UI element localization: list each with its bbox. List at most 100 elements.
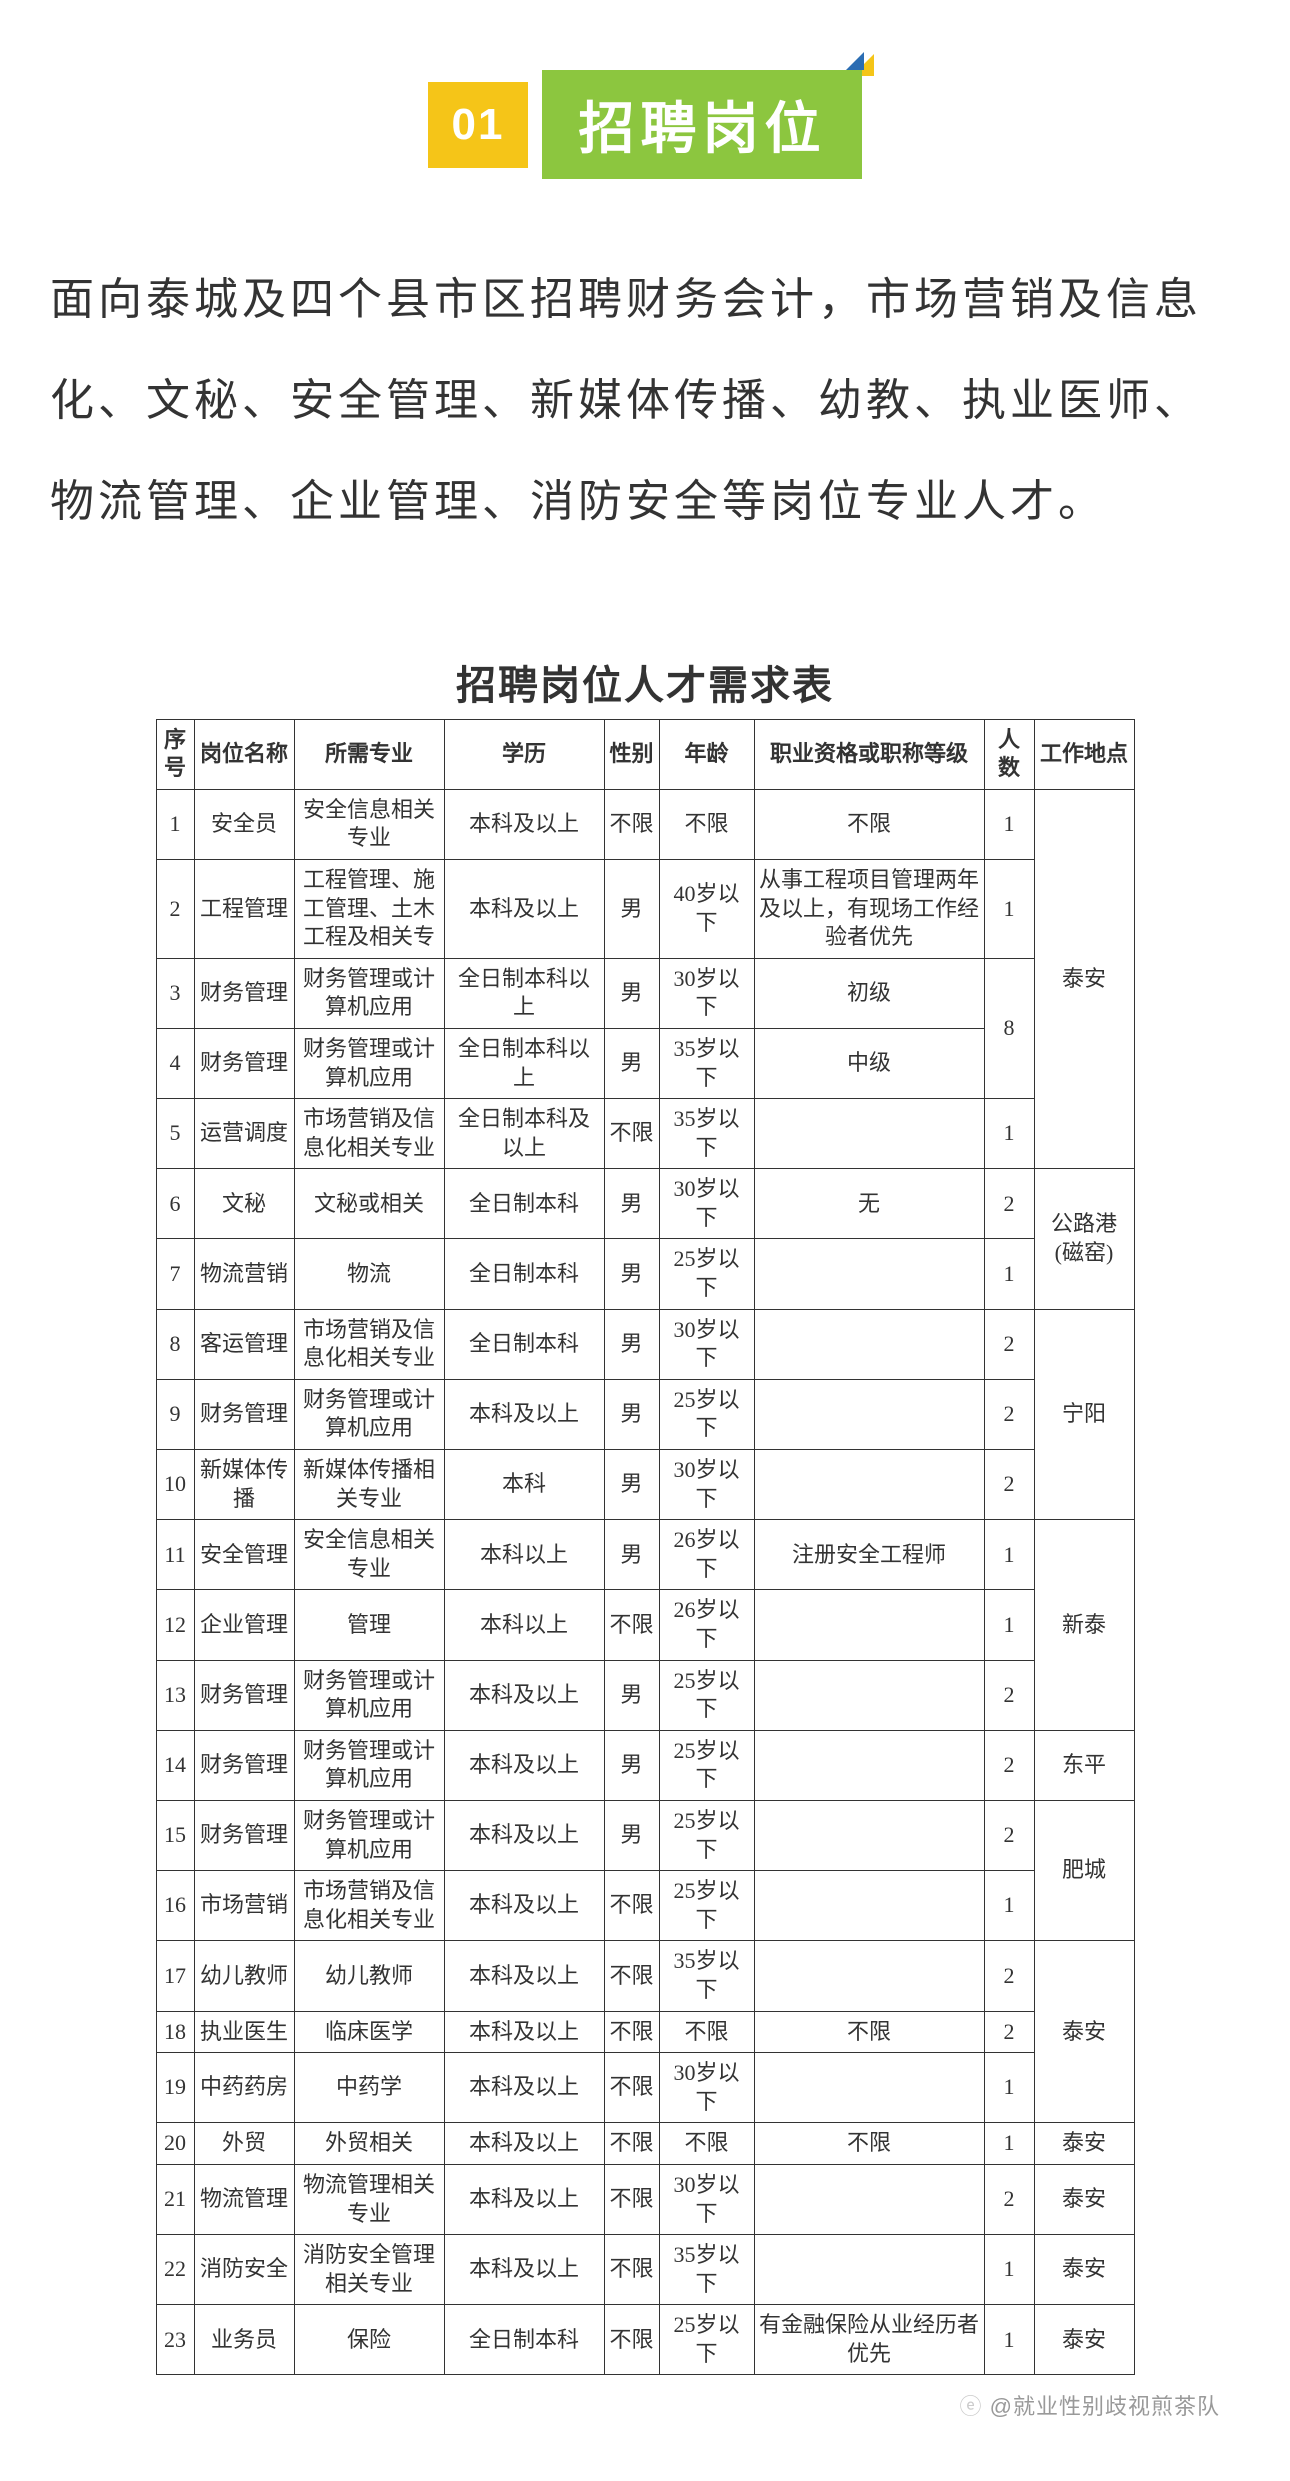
cell-qual: 不限 — [754, 2123, 984, 2165]
cell-edu: 本科及以上 — [444, 789, 604, 859]
cell-loc: 公路港(磁窑) — [1034, 1169, 1134, 1309]
cell-name: 文秘 — [194, 1169, 294, 1239]
cell-gender: 不限 — [604, 2305, 659, 2375]
cell-major: 物流管理相关专业 — [294, 2164, 444, 2234]
cell-major: 中药学 — [294, 2053, 444, 2123]
table-row: 10新媒体传播新媒体传播相关专业本科男30岁以下2 — [156, 1450, 1134, 1520]
cell-count: 8 — [984, 958, 1034, 1098]
cell-qual — [754, 2053, 984, 2123]
cell-major: 保险 — [294, 2305, 444, 2375]
cell-age: 25岁以下 — [659, 1730, 754, 1800]
table-row: 6文秘文秘或相关全日制本科男30岁以下无2公路港(磁窑) — [156, 1169, 1134, 1239]
cell-count: 2 — [984, 2011, 1034, 2053]
col-seq: 序号 — [156, 719, 194, 789]
cell-qual: 不限 — [754, 789, 984, 859]
cell-count: 2 — [984, 1660, 1034, 1730]
cell-count: 1 — [984, 1590, 1034, 1660]
cell-qual — [754, 1099, 984, 1169]
cell-major: 工程管理、施工管理、土木工程及相关专 — [294, 859, 444, 958]
cell-qual — [754, 1239, 984, 1309]
cell-age: 35岁以下 — [659, 1941, 754, 2011]
cell-edu: 本科及以上 — [444, 1800, 604, 1870]
cell-name: 财务管理 — [194, 1028, 294, 1098]
col-count: 人数 — [984, 719, 1034, 789]
cell-loc: 肥城 — [1034, 1800, 1134, 1940]
cell-name: 安全员 — [194, 789, 294, 859]
cell-age: 30岁以下 — [659, 1309, 754, 1379]
cell-qual — [754, 1450, 984, 1520]
col-edu: 学历 — [444, 719, 604, 789]
table-body: 1安全员安全信息相关专业本科及以上不限不限不限1泰安2工程管理工程管理、施工管理… — [156, 789, 1134, 2375]
cell-name: 外贸 — [194, 2123, 294, 2165]
cell-loc: 东平 — [1034, 1730, 1134, 1800]
watermark: ⓔ @就业性别歧视煎茶队 — [40, 2389, 1250, 2421]
cell-count: 2 — [984, 1169, 1034, 1239]
table-row: 14财务管理财务管理或计算机应用本科及以上男25岁以下2东平 — [156, 1730, 1134, 1800]
cell-count: 1 — [984, 2053, 1034, 2123]
cell-edu: 本科及以上 — [444, 2164, 604, 2234]
cell-age: 30岁以下 — [659, 2164, 754, 2234]
table-row: 23业务员保险全日制本科不限25岁以下有金融保险从业经历者优先1泰安 — [156, 2305, 1134, 2375]
cell-gender: 不限 — [604, 2053, 659, 2123]
cell-age: 不限 — [659, 2123, 754, 2165]
cell-qual — [754, 1941, 984, 2011]
cell-qual — [754, 1730, 984, 1800]
cell-gender: 不限 — [604, 789, 659, 859]
cell-seq: 1 — [156, 789, 194, 859]
cell-gender: 不限 — [604, 2235, 659, 2305]
cell-seq: 5 — [156, 1099, 194, 1169]
cell-qual — [754, 1871, 984, 1941]
cell-name: 财务管理 — [194, 1379, 294, 1449]
cell-major: 安全信息相关专业 — [294, 789, 444, 859]
cell-major: 临床医学 — [294, 2011, 444, 2053]
cell-seq: 20 — [156, 2123, 194, 2165]
cell-seq: 15 — [156, 1800, 194, 1870]
cell-age: 25岁以下 — [659, 1660, 754, 1730]
cell-qual — [754, 2235, 984, 2305]
cell-major: 安全信息相关专业 — [294, 1520, 444, 1590]
cell-edu: 全日制本科 — [444, 1169, 604, 1239]
cell-count: 2 — [984, 1309, 1034, 1379]
table-row: 19中药药房中药学本科及以上不限30岁以下1 — [156, 2053, 1134, 2123]
cell-major: 财务管理或计算机应用 — [294, 1379, 444, 1449]
cell-loc: 泰安 — [1034, 2305, 1134, 2375]
cell-count: 1 — [984, 1239, 1034, 1309]
table-title: 招聘岗位人才需求表 — [40, 653, 1250, 711]
cell-qual: 不限 — [754, 2011, 984, 2053]
cell-seq: 14 — [156, 1730, 194, 1800]
cell-name: 物流营销 — [194, 1239, 294, 1309]
cell-name: 财务管理 — [194, 1660, 294, 1730]
cell-edu: 本科及以上 — [444, 2053, 604, 2123]
cell-name: 消防安全 — [194, 2235, 294, 2305]
cell-gender: 男 — [604, 1309, 659, 1379]
cell-age: 30岁以下 — [659, 2053, 754, 2123]
cell-name: 财务管理 — [194, 1730, 294, 1800]
cell-age: 35岁以下 — [659, 1099, 754, 1169]
cell-gender: 男 — [604, 1450, 659, 1520]
cell-major: 市场营销及信息化相关专业 — [294, 1871, 444, 1941]
col-loc: 工作地点 — [1034, 719, 1134, 789]
cell-gender: 男 — [604, 1800, 659, 1870]
cell-seq: 3 — [156, 958, 194, 1028]
cell-name: 市场营销 — [194, 1871, 294, 1941]
cell-count: 2 — [984, 1730, 1034, 1800]
cell-age: 30岁以下 — [659, 1169, 754, 1239]
cell-age: 不限 — [659, 789, 754, 859]
cell-major: 财务管理或计算机应用 — [294, 958, 444, 1028]
cell-gender: 不限 — [604, 2164, 659, 2234]
cell-gender: 不限 — [604, 2123, 659, 2165]
cell-edu: 本科 — [444, 1450, 604, 1520]
cell-gender: 男 — [604, 859, 659, 958]
cell-age: 25岁以下 — [659, 1800, 754, 1870]
cell-qual — [754, 1800, 984, 1870]
cell-name: 执业医生 — [194, 2011, 294, 2053]
cell-gender: 男 — [604, 1239, 659, 1309]
cell-edu: 本科以上 — [444, 1520, 604, 1590]
cell-gender: 男 — [604, 1379, 659, 1449]
cell-seq: 10 — [156, 1450, 194, 1520]
table-row: 16市场营销市场营销及信息化相关专业本科及以上不限25岁以下1 — [156, 1871, 1134, 1941]
cell-seq: 13 — [156, 1660, 194, 1730]
cell-major: 市场营销及信息化相关专业 — [294, 1309, 444, 1379]
cell-name: 安全管理 — [194, 1520, 294, 1590]
cell-count: 1 — [984, 1099, 1034, 1169]
